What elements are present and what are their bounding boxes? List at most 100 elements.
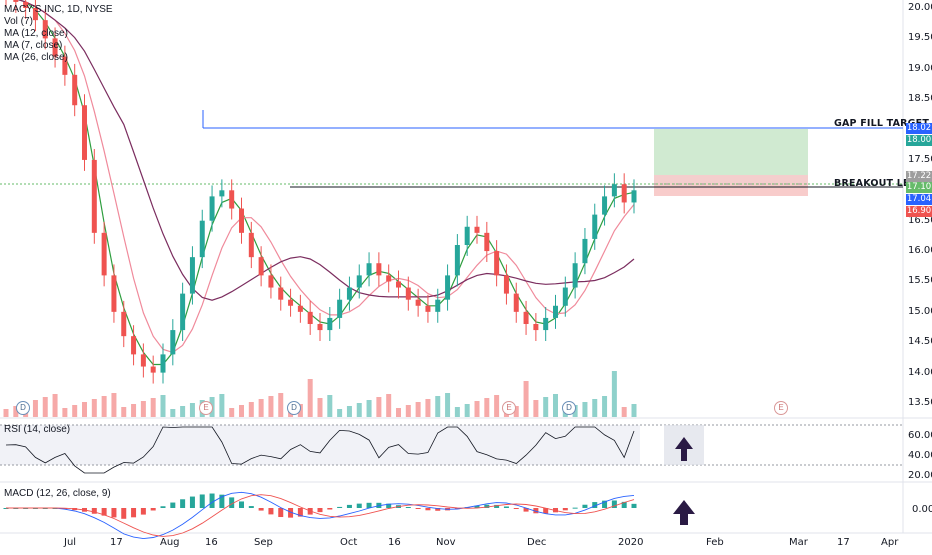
candle-body[interactable] (405, 287, 411, 300)
candle-body[interactable] (602, 196, 608, 215)
macd-histogram-bar (248, 506, 254, 508)
candle-body[interactable] (72, 74, 78, 106)
candle-body[interactable] (582, 238, 588, 264)
candle-body[interactable] (435, 299, 441, 312)
candle-body[interactable] (101, 232, 107, 276)
earnings-event-icon[interactable]: E (502, 401, 516, 415)
candle-body[interactable] (346, 287, 352, 300)
legend-ma26[interactable]: MA (26, close) (4, 52, 68, 63)
breakout-label[interactable]: BREAKOUT LEVEL (834, 178, 931, 189)
candle-body[interactable] (248, 232, 254, 258)
candle-body[interactable] (268, 275, 274, 288)
legend-ma7[interactable]: MA (7, close) (4, 40, 63, 51)
rsi-title[interactable]: RSI (14, close) (4, 424, 71, 435)
candle-body[interactable] (621, 184, 627, 203)
legend-ma12[interactable]: MA (12, close) (4, 28, 68, 39)
rsi-axis-40: 40.00 (908, 450, 932, 461)
candle-body[interactable] (484, 232, 490, 252)
candle-body[interactable] (131, 336, 137, 355)
candle-body[interactable] (258, 257, 264, 276)
volume-bar (150, 398, 156, 417)
candle-body[interactable] (82, 105, 87, 160)
dividend-event-icon[interactable]: D (287, 401, 301, 415)
candle-body[interactable] (219, 190, 225, 197)
candle-body[interactable] (180, 293, 186, 331)
candle-body[interactable] (239, 208, 244, 233)
candle-body[interactable] (317, 324, 323, 331)
candle-body[interactable] (631, 190, 637, 203)
earnings-event-icon[interactable]: E (774, 401, 788, 415)
candle-body[interactable] (13, 0, 19, 2)
volume-bar (32, 400, 38, 417)
candle-body[interactable] (307, 311, 313, 324)
candle-body[interactable] (474, 226, 480, 233)
time-axis-label: Jul (64, 537, 77, 548)
candle-body[interactable] (386, 275, 392, 282)
candle-body[interactable] (52, 38, 58, 57)
candle-body[interactable] (425, 305, 431, 312)
candle-body[interactable] (140, 354, 146, 367)
candle-body[interactable] (513, 293, 519, 312)
candle-body[interactable] (189, 257, 195, 294)
ma-26-line (17, 0, 635, 301)
macd-histogram-bar (533, 508, 539, 514)
candle-body[interactable] (572, 263, 578, 288)
candle-body[interactable] (523, 311, 529, 324)
candle-body[interactable] (229, 190, 235, 209)
target-zone[interactable] (654, 129, 808, 175)
stop-zone[interactable] (654, 184, 808, 196)
candle-body[interactable] (91, 159, 97, 233)
candle-body[interactable] (111, 275, 117, 312)
gap-fill-label[interactable]: GAP FILL TARGET (834, 118, 930, 129)
candle-body[interactable] (553, 305, 558, 318)
candle-body[interactable] (337, 299, 343, 318)
candle-body[interactable] (494, 251, 500, 276)
candle-body[interactable] (445, 275, 451, 300)
candle-body[interactable] (562, 287, 568, 306)
candle-body[interactable] (199, 220, 205, 258)
symbol-title[interactable]: MACY'S INC, 1D, NYSE (4, 4, 113, 15)
macd-histogram-bar (337, 506, 343, 508)
candle-body[interactable] (464, 226, 470, 245)
candle-body[interactable] (170, 330, 176, 355)
candle-body[interactable] (415, 299, 421, 306)
candle-body[interactable] (32, 8, 38, 21)
candle-body[interactable] (150, 366, 156, 373)
dividend-event-icon[interactable]: D (562, 401, 576, 415)
candle-body[interactable] (327, 317, 333, 331)
legend: MACY'S INC, 1D, NYSE Vol (7) MA (12, clo… (4, 4, 113, 64)
candle-body[interactable] (42, 20, 48, 39)
macd-histogram-bar (346, 504, 352, 508)
candle-body[interactable] (356, 275, 362, 288)
candle-body[interactable] (23, 1, 29, 9)
macd-histogram-bar (562, 508, 568, 511)
earnings-event-icon[interactable]: E (199, 401, 213, 415)
entry-zone[interactable] (654, 175, 808, 184)
candle-body[interactable] (209, 196, 215, 221)
candle-body[interactable] (297, 305, 303, 312)
price-pane[interactable] (0, 0, 903, 418)
candle-body[interactable] (62, 56, 68, 75)
candle-body[interactable] (278, 287, 284, 300)
legend-vol[interactable]: Vol (7) (4, 16, 33, 27)
candle-body[interactable] (396, 281, 401, 288)
candle-body[interactable] (592, 214, 598, 239)
candle-body[interactable] (160, 354, 166, 373)
candle-body[interactable] (121, 311, 127, 337)
dividend-event-icon[interactable]: D (16, 401, 30, 415)
candle-body[interactable] (543, 317, 549, 331)
price-axis-label: 20.00 (908, 2, 932, 13)
price-axis-label: 16.00 (908, 245, 932, 257)
macd-histogram-bar (327, 508, 333, 510)
candle-body[interactable] (611, 184, 617, 197)
candle-body[interactable] (366, 263, 372, 276)
candle-body[interactable] (533, 324, 539, 331)
candle-body[interactable] (454, 245, 460, 276)
candle-body[interactable] (288, 299, 294, 306)
candle-body[interactable] (503, 275, 509, 294)
macd-title[interactable]: MACD (12, 26, close, 9) (4, 488, 111, 499)
macd-histogram-bar (91, 508, 97, 514)
candle-body[interactable] (376, 263, 382, 276)
